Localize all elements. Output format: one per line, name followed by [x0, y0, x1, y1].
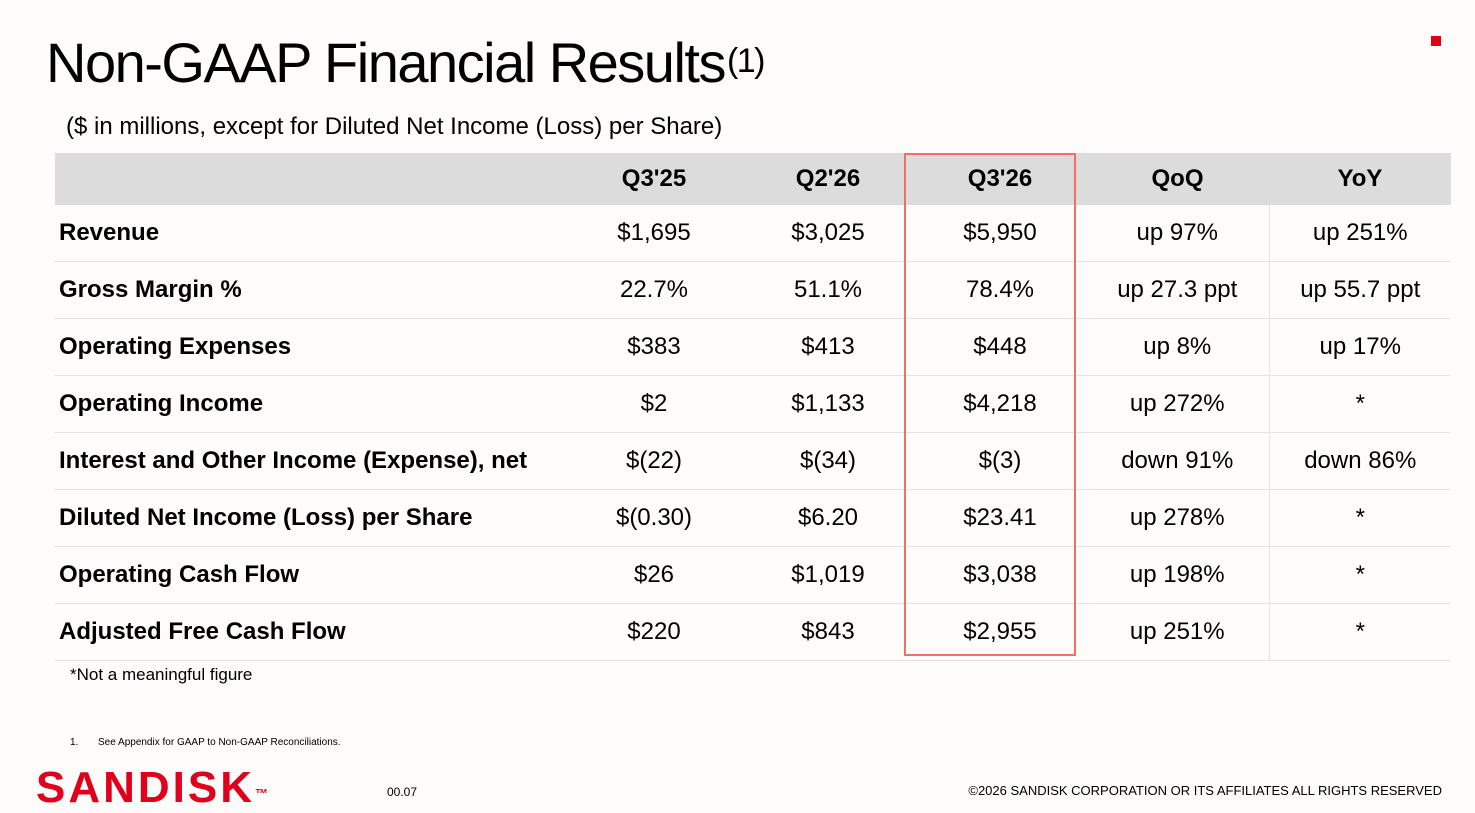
metric-label: Diluted Net Income (Loss) per Share — [55, 489, 566, 547]
cell-q3-26: $23.41 — [914, 489, 1086, 547]
title-footnote-marker: (1) — [726, 42, 766, 80]
table-row: Gross Margin % 22.7% 51.1% 78.4% up 27.3… — [55, 261, 1451, 319]
cell-yoy: up 55.7 ppt — [1269, 261, 1451, 319]
header-qoq: QoQ — [1086, 153, 1269, 205]
logo-trademark: ™ — [255, 786, 269, 801]
cell-qoq: down 91% — [1086, 432, 1270, 490]
cell-q3-26: $4,218 — [914, 375, 1086, 433]
cell-yoy: * — [1269, 603, 1451, 661]
metric-label: Operating Income — [55, 375, 566, 433]
cell-q3-25: $1,695 — [566, 205, 742, 262]
cell-qoq: up 27.3 ppt — [1086, 261, 1270, 319]
table-row: Operating Income $2 $1,133 $4,218 up 272… — [55, 375, 1451, 433]
cell-q2-26: $3,025 — [742, 205, 914, 262]
metric-label: Operating Cash Flow — [55, 546, 566, 604]
table-row: Diluted Net Income (Loss) per Share $(0.… — [55, 489, 1451, 547]
cell-q3-26: 78.4% — [914, 261, 1086, 319]
page-subtitle: ($ in millions, except for Diluted Net I… — [66, 113, 723, 140]
sandisk-logo: SANDISK™ — [36, 763, 268, 813]
cell-q3-25: $26 — [566, 546, 742, 604]
table-row: Interest and Other Income (Expense), net… — [55, 432, 1451, 490]
cell-q3-25: $(0.30) — [566, 489, 742, 547]
page-title: Non-GAAP Financial Results(1) — [46, 28, 766, 98]
cell-yoy: down 86% — [1269, 432, 1451, 490]
logo-wordmark: SANDISK — [36, 763, 256, 812]
cell-yoy: * — [1269, 546, 1451, 604]
cell-q3-25: 22.7% — [566, 261, 742, 319]
copyright-notice: ©2026 SANDISK CORPORATION OR ITS AFFILIA… — [968, 783, 1442, 798]
table-row: Operating Cash Flow $26 $1,019 $3,038 up… — [55, 546, 1451, 604]
metric-label: Interest and Other Income (Expense), net — [55, 432, 566, 490]
cell-qoq: up 8% — [1086, 318, 1270, 376]
metric-label: Adjusted Free Cash Flow — [55, 603, 566, 661]
cell-q3-25: $2 — [566, 375, 742, 433]
cell-yoy: up 17% — [1269, 318, 1451, 376]
cell-q3-26: $5,950 — [914, 205, 1086, 262]
header-q3-26: Q3'26 — [914, 153, 1086, 205]
cell-yoy: * — [1269, 489, 1451, 547]
table-row: Revenue $1,695 $3,025 $5,950 up 97% up 2… — [55, 205, 1451, 262]
cell-q3-26: $448 — [914, 318, 1086, 376]
cell-q3-26: $3,038 — [914, 546, 1086, 604]
table-row: Adjusted Free Cash Flow $220 $843 $2,955… — [55, 603, 1451, 661]
header-yoy: YoY — [1269, 153, 1451, 205]
cell-q2-26: $1,019 — [742, 546, 914, 604]
appendix-footnote-text: See Appendix for GAAP to Non-GAAP Reconc… — [98, 737, 341, 748]
cell-q3-25: $(22) — [566, 432, 742, 490]
header-metric — [55, 153, 566, 205]
corner-accent-mark — [1431, 36, 1441, 46]
metric-label: Operating Expenses — [55, 318, 566, 376]
cell-q2-26: 51.1% — [742, 261, 914, 319]
cell-q3-26: $2,955 — [914, 603, 1086, 661]
header-q2-26: Q2'26 — [742, 153, 914, 205]
footnote-not-meaningful: *Not a meaningful figure — [70, 665, 253, 684]
appendix-footnote-number: 1. — [70, 737, 79, 748]
cell-qoq: up 278% — [1086, 489, 1270, 547]
metric-label: Revenue — [55, 205, 566, 262]
cell-q2-26: $6.20 — [742, 489, 914, 547]
cell-yoy: * — [1269, 375, 1451, 433]
cell-qoq: up 251% — [1086, 603, 1270, 661]
cell-qoq: up 97% — [1086, 205, 1270, 262]
non-gaap-results-table: Q3'25 Q2'26 Q3'26 QoQ YoY Revenue $1,695… — [55, 153, 1451, 661]
table-row: Operating Expenses $383 $413 $448 up 8% … — [55, 318, 1451, 376]
cell-q2-26: $843 — [742, 603, 914, 661]
cell-qoq: up 272% — [1086, 375, 1270, 433]
cell-q2-26: $1,133 — [742, 375, 914, 433]
cell-q3-25: $220 — [566, 603, 742, 661]
appendix-footnote: 1. See Appendix for GAAP to Non-GAAP Reco… — [70, 736, 341, 750]
metric-label: Gross Margin % — [55, 261, 566, 319]
cell-q3-26: $(3) — [914, 432, 1086, 490]
cell-yoy: up 251% — [1269, 205, 1451, 262]
cell-qoq: up 198% — [1086, 546, 1270, 604]
cell-q2-26: $(34) — [742, 432, 914, 490]
cell-q2-26: $413 — [742, 318, 914, 376]
page-number: 00.07 — [387, 785, 418, 799]
table-header-row: Q3'25 Q2'26 Q3'26 QoQ YoY — [55, 153, 1451, 205]
page-title-text: Non-GAAP Financial Results — [46, 31, 726, 94]
header-q3-25: Q3'25 — [566, 153, 742, 205]
cell-q3-25: $383 — [566, 318, 742, 376]
